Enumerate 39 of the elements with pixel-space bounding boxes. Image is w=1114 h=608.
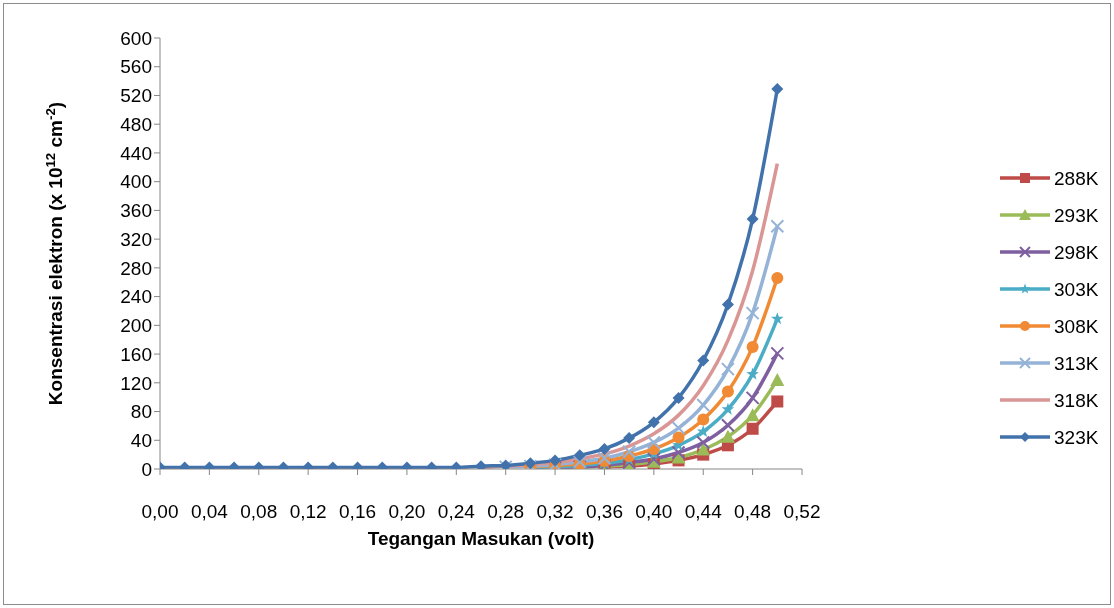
legend-label: 298K <box>1054 242 1099 263</box>
x-tick-label: 0,04 <box>190 501 229 523</box>
y-tick-label: 40 <box>130 430 152 452</box>
x-tick-label: 0,48 <box>734 501 772 523</box>
x-tick-label: 0,44 <box>684 501 723 523</box>
y-tick-label: 360 <box>120 200 152 222</box>
legend-label: 303K <box>1054 279 1099 300</box>
y-tick-label: 320 <box>120 228 152 250</box>
x-tick-label: 0,16 <box>339 501 377 523</box>
x-tick-label: 0,24 <box>437 501 476 523</box>
y-tick-label: 0 <box>141 458 152 480</box>
legend-label: 318K <box>1054 390 1099 411</box>
x-tick-label: 0,52 <box>783 501 821 523</box>
x-tick-label: 0,40 <box>635 501 673 523</box>
legend-label: 313K <box>1054 353 1099 374</box>
x-tick-label: 0,12 <box>289 501 327 523</box>
y-tick-label: 560 <box>120 56 152 78</box>
y-tick-label: 80 <box>130 401 152 423</box>
x-tick-label: 0,28 <box>487 501 525 523</box>
y-tick-label: 600 <box>120 27 152 49</box>
legend-label: 293K <box>1054 205 1099 226</box>
x-tick-label: 0,32 <box>536 501 574 523</box>
y-tick-label: 120 <box>120 372 152 394</box>
x-tick-label: 0,20 <box>388 501 426 523</box>
y-tick-label: 160 <box>120 343 152 365</box>
y-tick-label: 400 <box>120 171 152 193</box>
x-tick-label: 0,00 <box>141 501 179 523</box>
x-tick-label: 0,08 <box>240 501 278 523</box>
legend-label: 323K <box>1054 427 1099 448</box>
y-tick-label: 240 <box>120 286 152 308</box>
y-tick-label: 280 <box>120 257 152 279</box>
y-tick-label: 200 <box>120 315 152 337</box>
y-tick-label: 480 <box>120 113 152 135</box>
y-tick-label: 440 <box>120 142 152 164</box>
y-tick-label: 520 <box>120 85 152 107</box>
legend-label: 308K <box>1054 316 1099 337</box>
legend-label: 288K <box>1054 168 1099 189</box>
x-tick-label: 0,36 <box>585 501 623 523</box>
x-axis-title: Tegangan Masukan (volt) <box>367 528 595 549</box>
